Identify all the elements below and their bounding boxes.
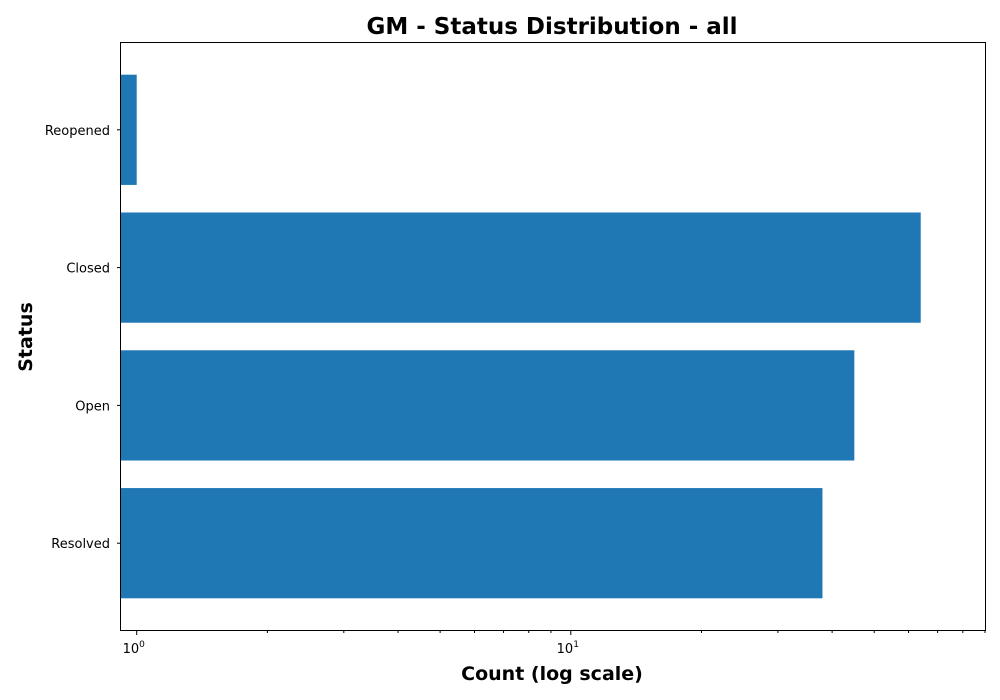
x-axis-label: Count (log scale) (461, 663, 643, 685)
x-axis-ticks: 100 101 (123, 630, 986, 657)
bar-closed (121, 212, 921, 323)
x-tick-label: 100 (123, 640, 146, 657)
bar-open (121, 350, 855, 461)
y-axis-ticks: Reopened Closed Open Resolved (45, 124, 121, 552)
y-tick-label: Reopened (45, 124, 110, 139)
chart-title: GM - Status Distribution - all (366, 14, 737, 40)
x-tick-label: 101 (557, 640, 579, 657)
bar-reopened (121, 74, 137, 185)
y-axis-label: Status (15, 302, 37, 372)
bar-resolved (121, 488, 823, 599)
bars-group (121, 74, 921, 599)
plot-frame (120, 42, 986, 631)
y-tick-label: Open (75, 399, 110, 414)
y-tick-label: Closed (66, 262, 110, 277)
y-tick-label: Resolved (51, 537, 110, 552)
